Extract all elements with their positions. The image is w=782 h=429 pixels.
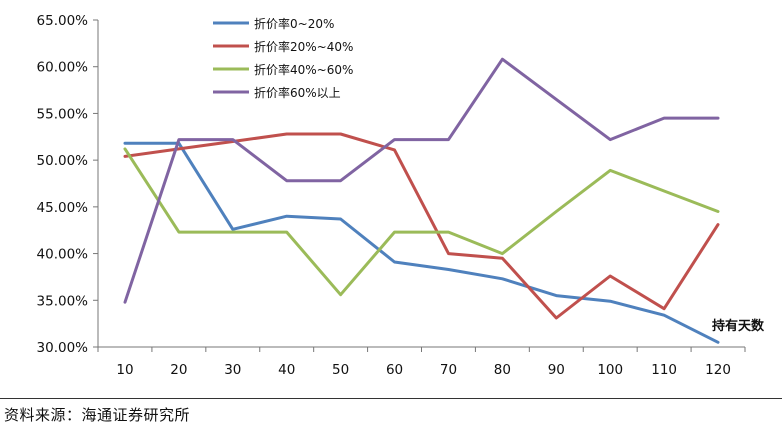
series-line-4 — [123, 57, 720, 304]
x-axis: 10 20 30 40 50 60 70 80 90 100 110 120 — [97, 346, 746, 378]
y-tick-label: 60.00% — [37, 60, 89, 76]
x-tick-label: 120 — [705, 362, 731, 378]
x-tick-label: 90 — [548, 362, 565, 378]
x-axis-title: 持有天数 — [712, 318, 765, 334]
x-tick-label: 80 — [494, 362, 511, 378]
y-tick-label: 35.00% — [37, 293, 89, 309]
y-tick-label: 50.00% — [37, 153, 89, 169]
series-line-2 — [123, 132, 720, 320]
legend-label: 折价率20%~40% — [254, 39, 353, 54]
footer-rule — [0, 398, 782, 399]
x-tick-label: 20 — [170, 362, 187, 378]
legend-label: 折价率40%~60% — [254, 62, 353, 77]
source-note: 资料来源：海通证券研究所 — [4, 406, 191, 424]
y-tick-label: 65.00% — [37, 13, 89, 29]
x-tick-label: 110 — [651, 362, 677, 378]
x-tick-label: 10 — [116, 362, 133, 378]
x-tick-label: 70 — [440, 362, 457, 378]
x-tick-label: 40 — [278, 362, 295, 378]
series-line-1 — [123, 141, 720, 344]
x-tick-label: 60 — [386, 362, 403, 378]
line-chart: 30.00% 35.00% 40.00% 45.00% 50.00% 55.00% 60.0… — [37, 13, 765, 378]
series-layer — [123, 57, 720, 344]
x-tick-label: 30 — [224, 362, 241, 378]
y-axis: 30.00% 35.00% 40.00% 45.00% 50.00% 55.00% 60.0… — [37, 13, 99, 356]
legend: 折价率0~20% 折价率20%~40% 折价率40%~60% 折价率60%以上 — [213, 16, 353, 100]
y-tick-label: 30.00% — [37, 340, 89, 356]
y-tick-label: 45.00% — [37, 200, 89, 216]
legend-label: 折价率0~20% — [254, 16, 334, 31]
x-tick-label: 50 — [332, 362, 349, 378]
x-tick-label: 100 — [597, 362, 623, 378]
series-line-3 — [123, 147, 720, 297]
y-tick-label: 40.00% — [37, 247, 89, 263]
y-tick-label: 55.00% — [37, 106, 89, 122]
legend-label: 折价率60%以上 — [254, 85, 341, 100]
